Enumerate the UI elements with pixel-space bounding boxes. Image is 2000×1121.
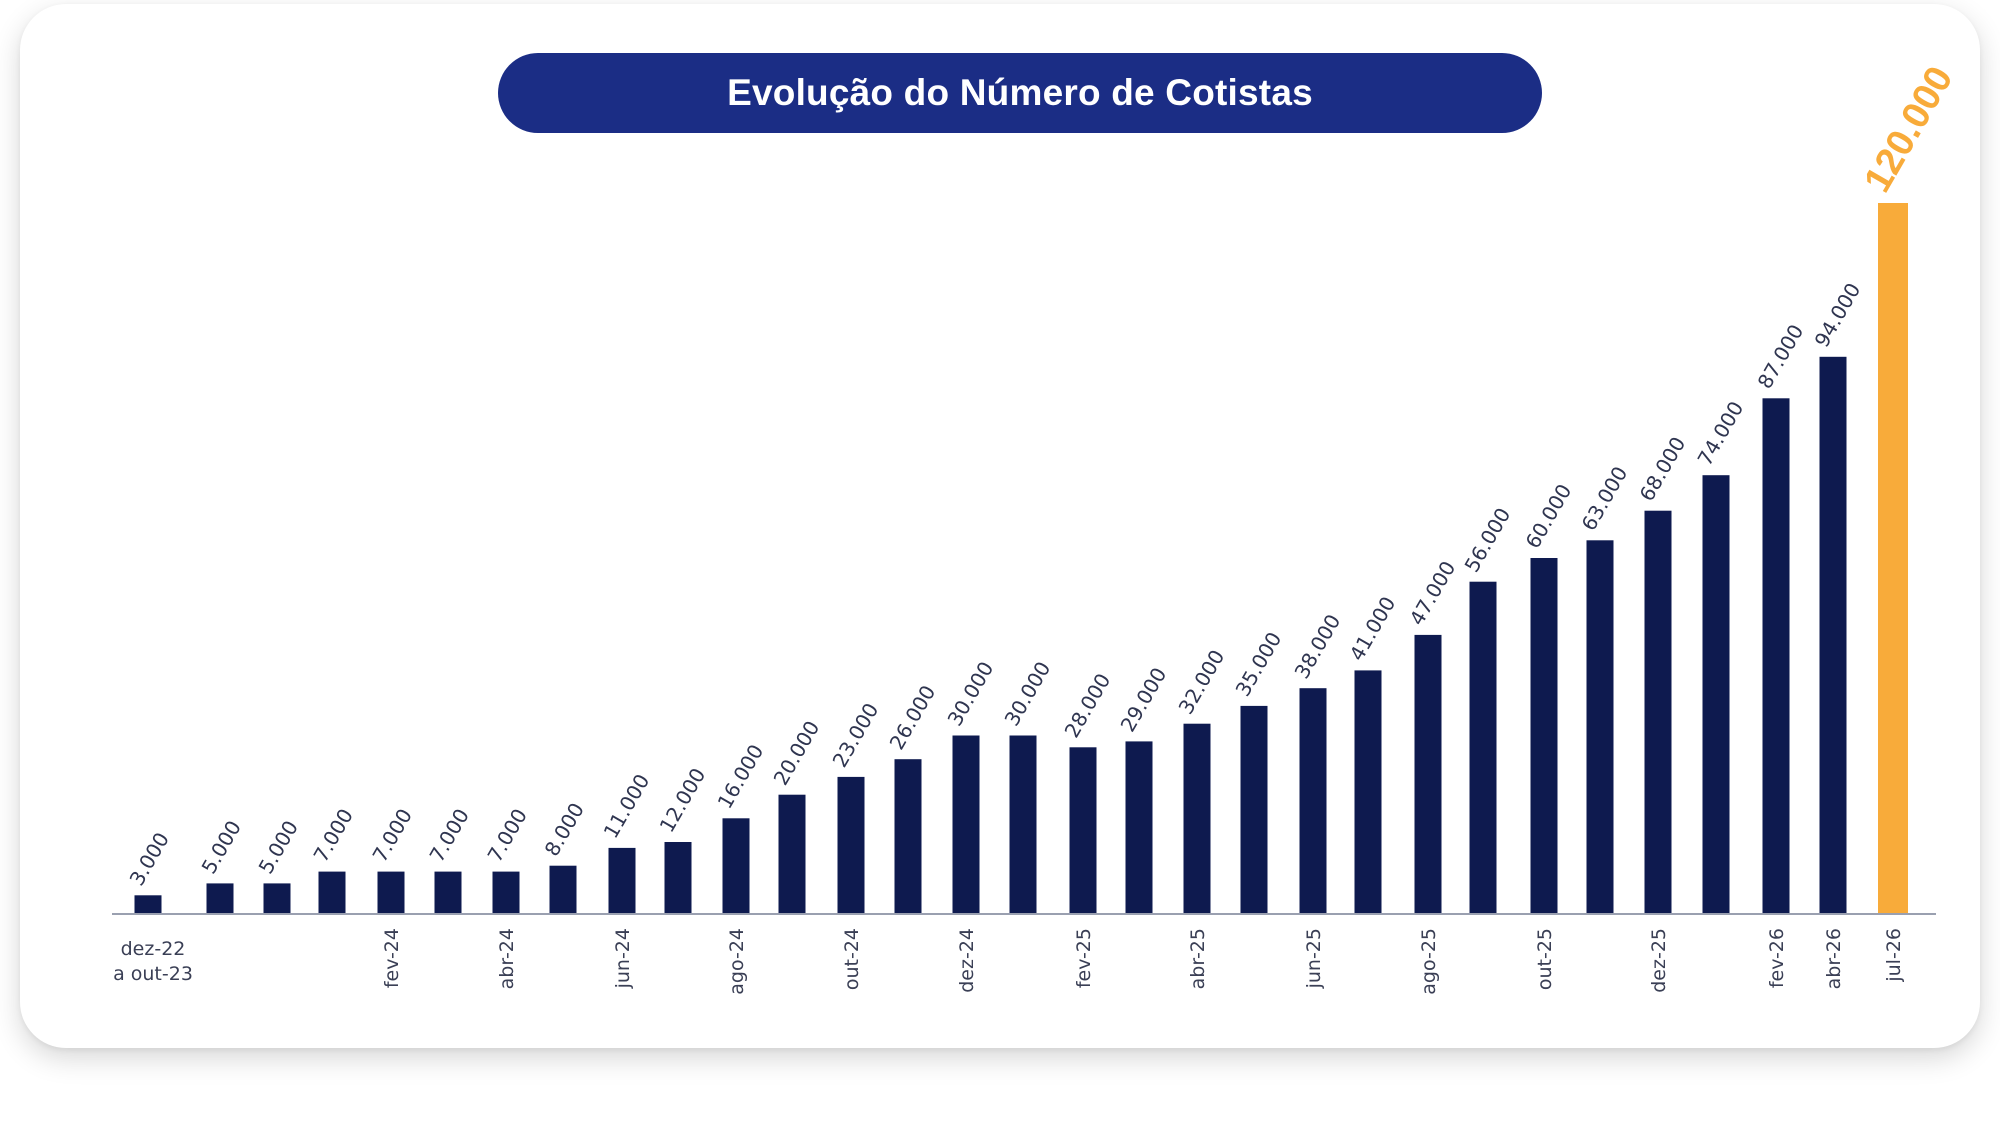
value-label: 20.000 [769,717,825,790]
bar [664,842,692,913]
bars-layer [134,203,1908,914]
bar [1009,735,1037,913]
x-tick-label: dez-24 [956,928,978,993]
value-label: 23.000 [828,699,884,772]
bar [1819,356,1847,913]
bar [549,865,577,913]
bar [434,871,462,913]
value-label: 29.000 [1116,663,1172,736]
value-label: 5.000 [254,816,303,878]
x-tick-label: dez-25 [1648,928,1670,993]
bar [778,794,806,913]
x-tick-label: jul-26 [1883,928,1905,983]
bar [377,871,405,913]
x-tick-label: ago-25 [1418,928,1440,995]
value-label: 7.000 [309,805,358,867]
value-label: 11.000 [599,770,655,843]
value-label: 47.000 [1405,557,1461,630]
bar [608,847,636,913]
bar [492,871,520,913]
value-label-highlight: 120.000 [1856,60,1961,200]
bar [1530,558,1558,913]
value-label: 26.000 [885,681,941,754]
chart-title: Evolução do Número de Cotistas [498,53,1542,133]
bar [1644,510,1672,913]
value-label: 7.000 [425,805,474,867]
bar [1299,688,1327,913]
x-tick-label: ago-24 [726,928,748,995]
value-label: 30.000 [943,657,999,730]
bar [722,818,750,913]
value-label: 94.000 [1810,279,1866,352]
x-tick-label: a out-23 [113,963,193,985]
bar [263,883,291,913]
bar [1762,398,1790,914]
value-label: 56.000 [1460,504,1516,577]
value-label: 5.000 [197,816,246,878]
value-label: 28.000 [1060,669,1116,742]
bar [1469,581,1497,913]
bar [1586,540,1614,914]
bar [952,735,980,913]
value-label: 35.000 [1231,628,1287,701]
value-label: 3.000 [125,828,174,890]
bar [1069,747,1097,913]
value-label: 41.000 [1345,592,1401,665]
value-label: 63.000 [1577,462,1633,535]
bar [1702,475,1730,913]
value-label: 12.000 [655,764,711,837]
value-label: 7.000 [483,805,532,867]
value-label: 7.000 [368,805,417,867]
value-label: 38.000 [1290,610,1346,683]
x-tick-label: abr-26 [1823,928,1845,989]
value-label: 30.000 [1000,657,1056,730]
bar [1125,741,1153,913]
value-label: 68.000 [1635,433,1691,506]
value-label: 87.000 [1753,320,1809,393]
bar [318,871,346,913]
value-labels-layer: 3.000 5.000 5.000 7.000 7.000 7.000 7.000 8.000… [125,60,1962,890]
bar [1240,705,1268,913]
value-label: 32.000 [1174,646,1230,719]
value-label: 74.000 [1693,397,1749,470]
bar-highlight [1878,203,1908,913]
x-tick-label: out-25 [1534,928,1556,990]
x-tick-label: fev-24 [381,928,403,988]
x-tick-label: out-24 [841,928,863,990]
x-tick-label: fev-25 [1073,928,1095,988]
value-label: 60.000 [1521,480,1577,553]
x-tick-label: abr-25 [1187,928,1209,989]
x-tick-label: abr-24 [496,928,518,989]
bar [894,759,922,913]
x-tick-label: jun-24 [612,928,634,989]
x-tick-label: fev-26 [1766,928,1788,988]
bar [206,883,234,913]
bar [1414,634,1442,913]
bar [1354,670,1382,913]
bar [134,895,162,914]
bar [837,776,865,913]
tick-labels-layer: dez-22 a out-23 fev-24 abr-24 jun-24 ago-24 ou… [113,928,1905,995]
value-label: 16.000 [713,740,769,813]
x-tick-label: jun-25 [1303,928,1325,989]
value-label: 8.000 [540,799,589,861]
x-tick-label: dez-22 [121,938,186,960]
bar [1183,723,1211,913]
